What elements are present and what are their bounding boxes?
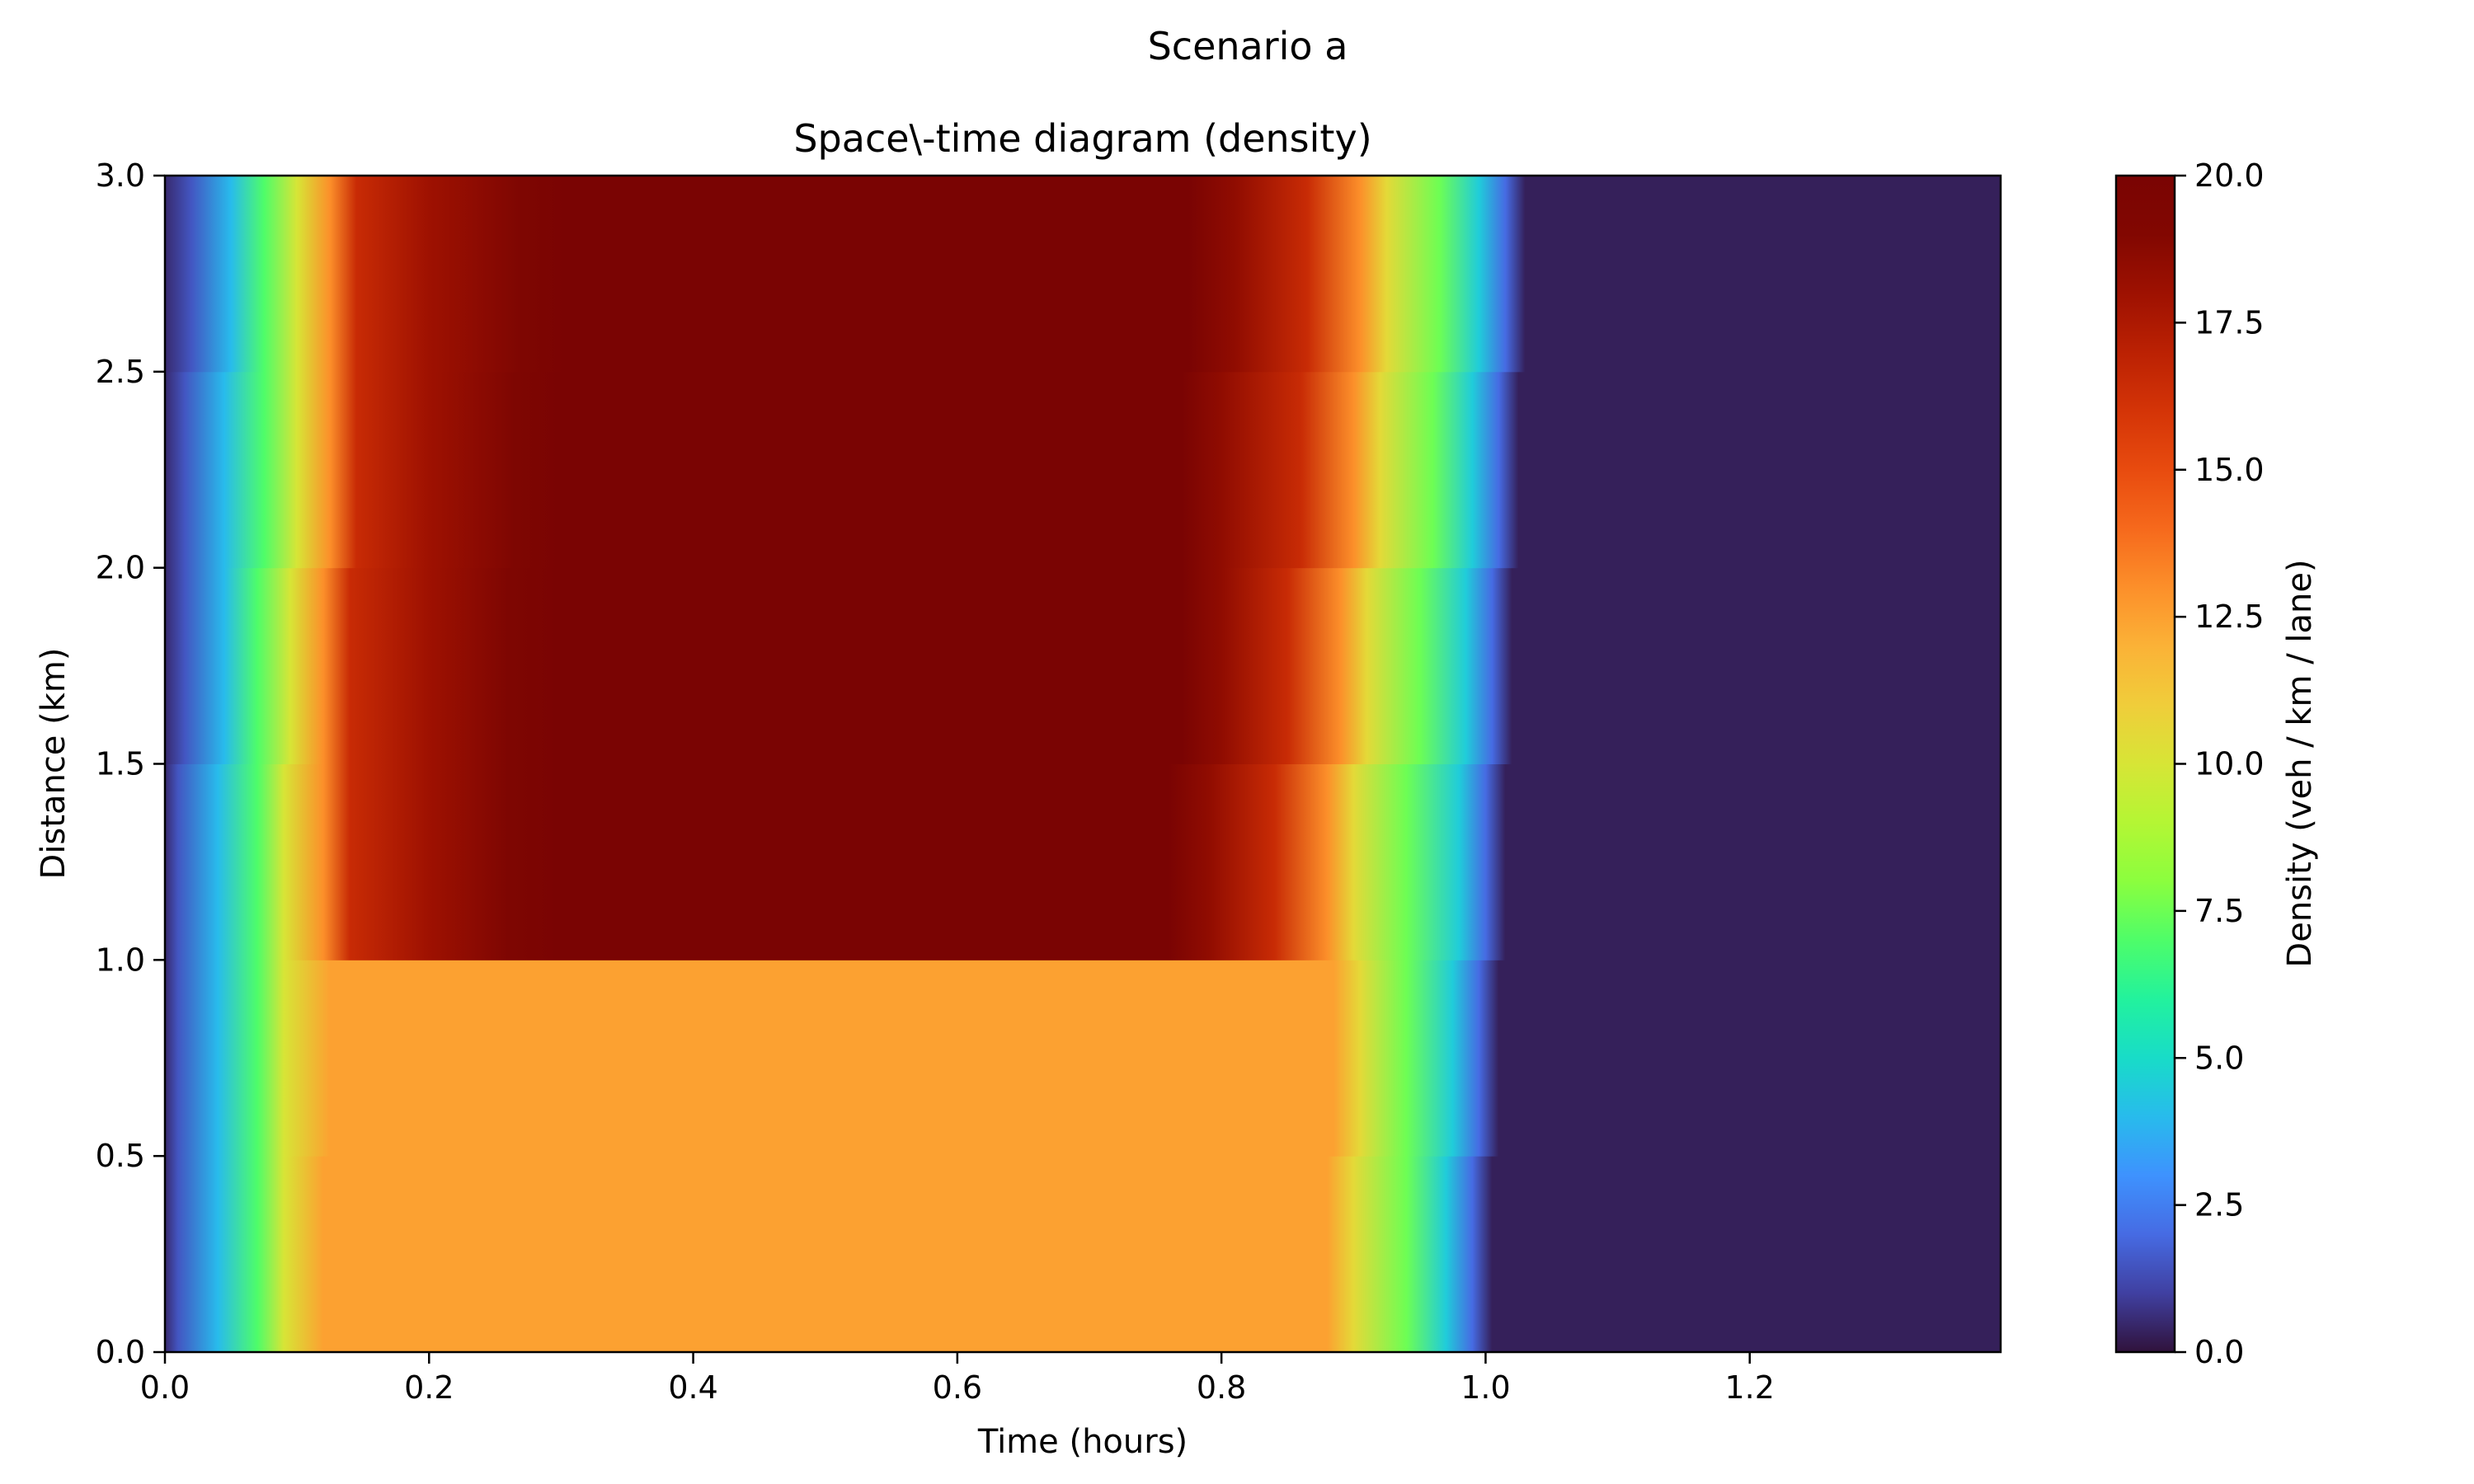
y-axis-label: Distance (km) — [35, 648, 73, 880]
heatmap-band-5 — [165, 176, 2001, 373]
heatmap-band-0 — [165, 1156, 2001, 1353]
colorbar-tick-label: 12.5 — [2194, 599, 2265, 635]
y-tick-label: 2.0 — [96, 550, 145, 586]
figure-suptitle: Scenario a — [1148, 24, 1348, 68]
heatmap-band-4 — [165, 371, 2001, 569]
y-tick-label: 0.5 — [96, 1138, 145, 1174]
y-tick-label: 0.0 — [96, 1334, 145, 1370]
x-tick-label: 0.6 — [933, 1369, 982, 1406]
x-axis: 0.0 0.2 0.4 0.6 0.8 1.0 1.2 — [140, 1352, 1775, 1406]
heatmap-area — [165, 176, 2001, 1353]
colorbar — [2114, 174, 2176, 1354]
colorbar-label: Density (veh / km / lane) — [2281, 559, 2319, 967]
colorbar-tick-label: 17.5 — [2194, 304, 2265, 340]
colorbar-tick-label: 15.0 — [2194, 452, 2265, 488]
x-tick-label: 0.0 — [140, 1369, 190, 1406]
colorbar-tick-label: 0.0 — [2194, 1334, 2244, 1370]
colorbar-tick-label: 20.0 — [2194, 157, 2265, 194]
y-tick-label: 1.0 — [96, 942, 145, 978]
y-axis: 0.0 0.5 1.0 1.5 2.0 2.5 3.0 — [96, 157, 165, 1370]
chart-title: Space\-time diagram (density) — [793, 116, 1371, 161]
x-tick-label: 0.2 — [404, 1369, 454, 1406]
x-tick-label: 1.2 — [1725, 1369, 1775, 1406]
heatmap-band-3 — [165, 567, 2001, 764]
y-tick-label: 1.5 — [96, 746, 145, 782]
colorbar-tick-label: 5.0 — [2194, 1040, 2244, 1076]
colorbar-tick-label: 7.5 — [2194, 893, 2244, 929]
y-tick-label: 2.5 — [96, 354, 145, 390]
x-tick-label: 0.4 — [668, 1369, 717, 1406]
colorbar-tick-label: 10.0 — [2194, 746, 2265, 782]
heatmap-band-1 — [165, 960, 2001, 1157]
x-tick-label: 0.8 — [1197, 1369, 1246, 1406]
y-tick-label: 3.0 — [96, 157, 145, 194]
heatmap-band-2 — [165, 763, 2001, 960]
x-axis-label: Time (hours) — [977, 1423, 1188, 1461]
colorbar-ticks: 0.0 2.5 5.0 7.5 10.0 12.5 15.0 17.5 20.0 — [2175, 157, 2265, 1370]
colorbar-tick-label: 2.5 — [2194, 1187, 2244, 1223]
x-tick-label: 1.0 — [1460, 1369, 1510, 1406]
